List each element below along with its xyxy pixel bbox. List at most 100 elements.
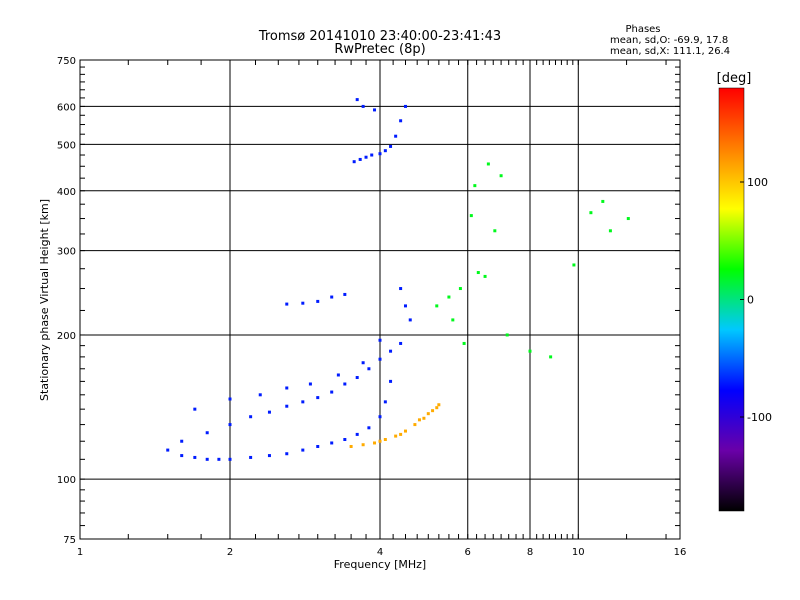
data-point — [301, 301, 305, 305]
x-tick-label: 10 — [572, 547, 585, 558]
data-point — [367, 367, 371, 371]
colorbar-ticks: 100 0 -100 — [740, 176, 772, 424]
data-point — [399, 341, 403, 345]
grid-layer — [80, 60, 680, 539]
data-point — [308, 382, 312, 386]
data-point — [394, 134, 398, 138]
data-point — [249, 415, 253, 419]
data-point — [528, 349, 532, 353]
data-point — [499, 174, 503, 178]
data-point — [228, 397, 232, 401]
x-tick-label: 8 — [527, 547, 533, 558]
data-point — [462, 341, 466, 345]
data-point — [370, 153, 374, 157]
data-point — [355, 98, 359, 102]
data-point — [399, 119, 403, 123]
data-point — [343, 382, 347, 386]
data-point — [349, 444, 353, 448]
data-point — [330, 441, 334, 445]
colorbar-label: [deg] — [717, 71, 752, 86]
data-point — [435, 304, 439, 308]
data-point — [486, 162, 490, 166]
data-point — [383, 149, 387, 153]
data-point — [383, 400, 387, 404]
data-point — [193, 455, 197, 459]
data-point — [431, 409, 435, 413]
data-point — [180, 454, 184, 458]
data-point — [336, 373, 340, 377]
data-point — [399, 432, 403, 436]
data-point — [361, 104, 365, 108]
data-point — [413, 423, 417, 427]
colorbar — [718, 87, 745, 512]
data-point — [451, 318, 455, 322]
data-point — [378, 415, 382, 419]
data-point — [437, 403, 441, 407]
x-tick-label: 1 — [77, 547, 83, 558]
y-tick-label: 200 — [57, 331, 76, 342]
data-point — [228, 423, 232, 427]
data-points — [166, 98, 630, 461]
data-point — [473, 184, 477, 188]
data-point — [285, 404, 289, 408]
data-point — [572, 263, 576, 267]
data-point — [358, 157, 362, 161]
data-point — [403, 304, 407, 308]
data-point — [417, 418, 421, 422]
data-point — [330, 390, 334, 394]
data-point — [301, 400, 305, 404]
data-point — [316, 396, 320, 400]
y-tick-label: 750 — [57, 56, 76, 67]
axis-ticks: 1 2 4 6 8 10 16 75 100 200 300 400 500 600 750 — [57, 56, 686, 558]
data-point — [367, 426, 371, 430]
data-point — [193, 407, 197, 411]
x-tick-label: 16 — [674, 547, 687, 558]
data-point — [608, 229, 612, 233]
data-point — [217, 457, 221, 461]
chart-title: Tromsø 20141010 23:40:00-23:41:43 — [258, 29, 501, 44]
data-point — [205, 431, 209, 435]
stats-line-x: mean, sd,X: 111.1, 26.4 — [610, 46, 730, 57]
data-point — [493, 229, 497, 233]
x-axis-label: Frequency [MHz] — [334, 558, 426, 571]
data-point — [549, 355, 553, 359]
data-point — [422, 416, 426, 420]
y-tick-label: 400 — [57, 187, 76, 198]
stats-line-o: mean, sd,O: -69.9, 17.8 — [610, 35, 728, 46]
data-point — [285, 452, 289, 456]
data-point — [330, 295, 334, 299]
data-point — [447, 295, 451, 299]
data-point — [389, 144, 393, 148]
data-point — [403, 429, 407, 433]
data-point — [258, 393, 262, 397]
colorbar-tick-label: 100 — [747, 176, 768, 189]
data-point — [361, 361, 365, 365]
data-point — [399, 287, 403, 291]
data-point — [355, 432, 359, 436]
data-point — [626, 217, 630, 221]
colorbar-tick-label: -100 — [747, 411, 772, 424]
data-point — [483, 274, 487, 278]
y-tick-label: 75 — [63, 535, 76, 546]
x-tick-label: 6 — [465, 547, 471, 558]
data-point — [476, 271, 480, 275]
data-point — [373, 441, 377, 445]
data-point — [249, 455, 253, 459]
data-point — [378, 338, 382, 342]
y-tick-label: 500 — [57, 140, 76, 151]
data-point — [343, 438, 347, 442]
data-point — [352, 160, 356, 164]
y-axis-label: Stationary phase Virtual Height [km] — [38, 199, 51, 401]
data-point — [343, 292, 347, 296]
data-point — [228, 457, 232, 461]
data-point — [378, 439, 382, 443]
stats-title: Phases — [625, 24, 660, 35]
data-point — [601, 199, 605, 203]
data-point — [355, 376, 359, 380]
y-tick-label: 600 — [57, 102, 76, 113]
data-point — [166, 448, 170, 452]
chart-subtitle: RwPretec (8p) — [334, 42, 425, 57]
data-point — [285, 302, 289, 306]
data-point — [394, 434, 398, 438]
